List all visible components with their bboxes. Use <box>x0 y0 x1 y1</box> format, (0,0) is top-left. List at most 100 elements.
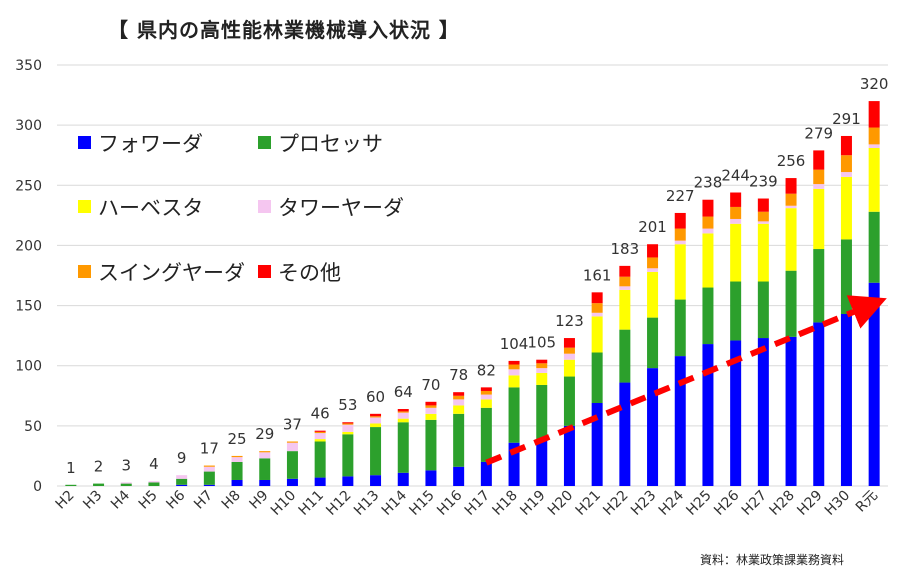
total-label: 2 <box>94 458 104 476</box>
bar-segment <box>536 363 548 369</box>
y-tick-label: 200 <box>15 238 42 254</box>
x-tick-label: H22 <box>600 488 631 519</box>
y-tick-label: 0 <box>33 479 42 495</box>
legend-label: タワーヤーダ <box>278 196 404 220</box>
bar-segment <box>370 413 382 417</box>
bar-segment <box>757 211 769 222</box>
bar-segment <box>480 461 492 486</box>
bar-segment <box>563 347 575 354</box>
bar-segment <box>785 205 797 209</box>
bar-segment <box>563 338 575 348</box>
bar-segment <box>619 329 631 383</box>
total-label: 105 <box>527 334 556 352</box>
bar-segment <box>785 178 797 194</box>
bar-segment <box>259 479 271 486</box>
y-tick-label: 250 <box>15 178 42 194</box>
bar-segment <box>259 458 271 480</box>
bar-segment <box>674 212 686 229</box>
bar-segment <box>591 403 603 486</box>
x-tick-label: H15 <box>406 488 437 519</box>
bar-segment <box>591 316 603 353</box>
bar-segment <box>231 479 243 486</box>
legend-swatch <box>258 265 271 278</box>
bar-segment <box>868 282 880 486</box>
bar-segment <box>730 281 742 341</box>
bar-segment <box>757 221 769 224</box>
bar-segment <box>93 483 105 486</box>
bar-segment <box>203 471 215 485</box>
bar-segment <box>231 461 243 480</box>
bar-segment <box>342 476 354 486</box>
bar-segment <box>674 356 686 486</box>
bar-segment <box>619 286 631 290</box>
bar-segment <box>342 431 354 435</box>
bar-segment <box>840 172 852 177</box>
bar-segment <box>342 423 354 425</box>
legend-label: フォワーダ <box>98 132 203 156</box>
total-label: 17 <box>200 440 219 458</box>
x-tick-label: H24 <box>656 487 687 518</box>
bar-segment <box>563 353 575 360</box>
total-label: 53 <box>338 396 357 414</box>
bar-segment <box>370 423 382 428</box>
bar-segment <box>314 441 326 478</box>
bar-segment <box>730 218 742 224</box>
bar-segment <box>702 287 714 345</box>
bar-segment <box>702 216 714 229</box>
bar-segment <box>591 312 603 317</box>
bar-segment <box>730 223 742 282</box>
bar-segment <box>120 483 132 486</box>
source-note: 資料：林業政策課業務資料 <box>700 553 845 567</box>
total-label: 256 <box>777 152 806 170</box>
bar-segment <box>453 399 465 406</box>
bar-segment <box>647 244 659 258</box>
bar-segment <box>508 369 520 376</box>
bar-segment <box>536 359 548 364</box>
bar-segment <box>397 409 409 412</box>
bar-segment <box>425 405 437 408</box>
bar-segment <box>757 198 769 212</box>
x-tick-label: H26 <box>711 487 742 518</box>
bar-segment <box>148 481 160 483</box>
legend-label: その他 <box>278 261 341 285</box>
total-label: 104 <box>500 335 529 353</box>
total-label: 82 <box>477 361 496 379</box>
bar-segment <box>397 411 409 413</box>
x-tick-label: H8 <box>219 488 244 513</box>
x-tick-label: H12 <box>323 488 354 519</box>
total-label: 183 <box>611 240 640 258</box>
bar-segment <box>868 147 880 212</box>
bar-segment <box>453 405 465 414</box>
bar-segment <box>342 424 354 432</box>
x-tick-label: H28 <box>767 488 798 519</box>
legend-swatch <box>258 136 271 149</box>
x-tick-label: H30 <box>822 488 853 519</box>
bar-segment <box>647 317 659 369</box>
bar-segment <box>370 417 382 424</box>
bar-segment <box>397 412 409 419</box>
x-tick-label: H14 <box>379 487 410 518</box>
bar-segment <box>536 440 548 486</box>
bar-segment <box>840 155 852 173</box>
bar-segment <box>536 372 548 385</box>
bar-segment <box>536 368 548 373</box>
x-tick-label: H29 <box>794 488 825 519</box>
bar-segment <box>813 150 825 170</box>
legend-label: スイングヤーダ <box>98 261 245 285</box>
bar-segment <box>480 390 492 395</box>
bar-segment <box>563 376 575 426</box>
total-label: 201 <box>638 218 667 236</box>
chart-title: 【 県内の高性能林業機械導入状況 】 <box>108 18 460 42</box>
bar-segment <box>425 419 437 471</box>
bar-segment <box>453 392 465 396</box>
bar-segment <box>730 340 742 486</box>
bar-segment <box>840 135 852 156</box>
x-tick-label: H25 <box>683 488 714 519</box>
x-axis-ticks: H2 H3 H4 H5 H6 H7 H8 H9H10H11H12H13H14H15H16H17… <box>53 487 881 518</box>
bar-segment <box>425 407 437 414</box>
bar-segment <box>425 470 437 486</box>
y-tick-label: 100 <box>15 359 42 375</box>
total-label: 64 <box>394 383 413 401</box>
x-tick-label: H13 <box>351 488 382 519</box>
